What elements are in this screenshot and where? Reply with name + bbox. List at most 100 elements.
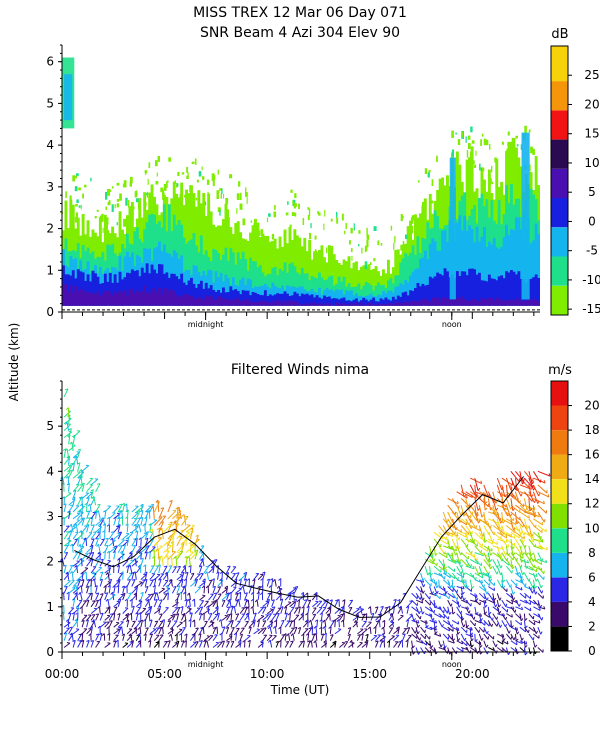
snr-cell: [433, 276, 437, 306]
wind-barb-shaft: [289, 601, 296, 608]
wind-barb: [311, 613, 317, 621]
wind-barb-shaft: [175, 556, 178, 567]
wind-barb-shaft: [226, 585, 228, 594]
wind-barb-shaft: [104, 573, 111, 581]
wind-barb-shaft: [307, 627, 313, 635]
snr-cell: [426, 301, 430, 306]
wind-barb-shaft: [202, 558, 205, 567]
wind-barb: [86, 497, 90, 506]
wind-barb: [159, 555, 164, 567]
wind-barb: [172, 552, 182, 560]
wind-barb-flag: [198, 633, 202, 636]
wind-barb-flag: [72, 526, 76, 528]
wind-barb-shaft: [86, 517, 91, 526]
wind-barb: [233, 632, 237, 641]
wind-barb: [143, 564, 147, 574]
snr-speckle: [162, 189, 164, 197]
wind-barb-shaft: [233, 606, 237, 614]
wind-barb-flag: [110, 537, 113, 541]
wind-barb-shaft: [460, 599, 468, 604]
wind-barb-flag: [68, 428, 72, 431]
wind-barb: [290, 633, 295, 641]
wind-barb: [63, 580, 71, 587]
wind-barb: [451, 619, 460, 625]
snr-speckle: [125, 197, 128, 206]
snr-cell: [364, 304, 368, 306]
wind-barb-shaft: [172, 510, 182, 520]
wind-barb: [456, 511, 462, 523]
wind-barb: [397, 614, 404, 621]
wind-barb: [307, 627, 313, 635]
wind-barb: [63, 642, 71, 648]
wind-barb-shaft: [63, 627, 70, 635]
winds-title: Filtered Winds nima: [231, 362, 369, 378]
wind-barb-flag: [422, 590, 425, 594]
wind-barb-shaft: [212, 586, 216, 594]
wind-barb: [95, 633, 100, 641]
wind-barb: [293, 586, 299, 594]
wind-barb: [201, 585, 206, 594]
snr-cell: [103, 273, 107, 306]
wind-barb: [251, 584, 255, 594]
wind-barb-shaft: [253, 573, 260, 581]
wind-barb-shaft: [135, 537, 138, 546]
snr-speckle: [236, 193, 240, 200]
snr-speckle: [480, 139, 482, 146]
wind-barb-shaft: [388, 635, 395, 642]
wind-barb: [438, 572, 446, 580]
wind-barb-flag: [208, 612, 213, 615]
wind-barb-flag: [283, 606, 287, 609]
snr-cell: [396, 295, 400, 306]
snr-cell: [352, 299, 356, 306]
snr-cell: [313, 297, 316, 306]
wind-barb: [253, 573, 260, 581]
wind-barb-flag: [151, 549, 155, 552]
wind-barb-shaft: [429, 592, 437, 597]
snr-speckle: [96, 209, 99, 212]
wind-barb-flag: [452, 585, 456, 589]
wind-barb-flag: [375, 606, 379, 609]
wind-barb-shaft: [420, 647, 425, 655]
wind-barb: [361, 620, 367, 628]
snr-speckle: [473, 164, 477, 168]
wind-barb-shaft: [112, 592, 115, 601]
wind-barb: [92, 578, 97, 587]
snr-cell: [475, 226, 479, 306]
wind-barb: [68, 607, 75, 614]
wind-barb-shaft: [235, 628, 240, 635]
wind-barb-flag: [219, 578, 223, 582]
wind-barb-shaft: [456, 491, 468, 499]
snr-speckle: [111, 204, 114, 212]
wind-barb-flag: [138, 564, 141, 568]
snr-speckle: [291, 212, 295, 216]
wind-barb: [323, 632, 327, 641]
wind-barb: [442, 633, 450, 640]
wind-barb-shaft: [80, 510, 83, 519]
wind-barb: [438, 620, 444, 628]
wind-barb: [85, 619, 89, 628]
wind-barb-shaft: [113, 545, 118, 553]
wind-barb-shaft: [329, 626, 332, 634]
wind-barb-flag: [276, 585, 280, 589]
wind-barb: [106, 523, 110, 533]
wind-barb-shaft: [447, 558, 457, 564]
wind-barb-flag: [84, 502, 88, 506]
snr-speckle: [422, 201, 425, 207]
snr-cell: [330, 289, 334, 306]
wind-barb-flag: [101, 633, 105, 636]
wind-barb-flag: [419, 596, 422, 600]
wind-barb: [447, 647, 452, 655]
wind-barb: [208, 560, 215, 567]
wind-barb-flag: [380, 605, 384, 608]
snr-speckle: [76, 173, 79, 176]
snr-speckle: [345, 222, 347, 230]
wind-barb: [81, 614, 88, 621]
wind-barb-flag: [77, 471, 81, 473]
wind-barb-flag: [147, 550, 151, 554]
snr-colorbar-unit: dB: [551, 27, 568, 42]
wind-barb-shaft: [140, 557, 144, 567]
wind-barb-shaft: [95, 613, 100, 621]
wind-barb-shaft: [72, 531, 79, 540]
wind-barb: [86, 517, 91, 526]
wind-barb-shaft: [239, 607, 245, 614]
